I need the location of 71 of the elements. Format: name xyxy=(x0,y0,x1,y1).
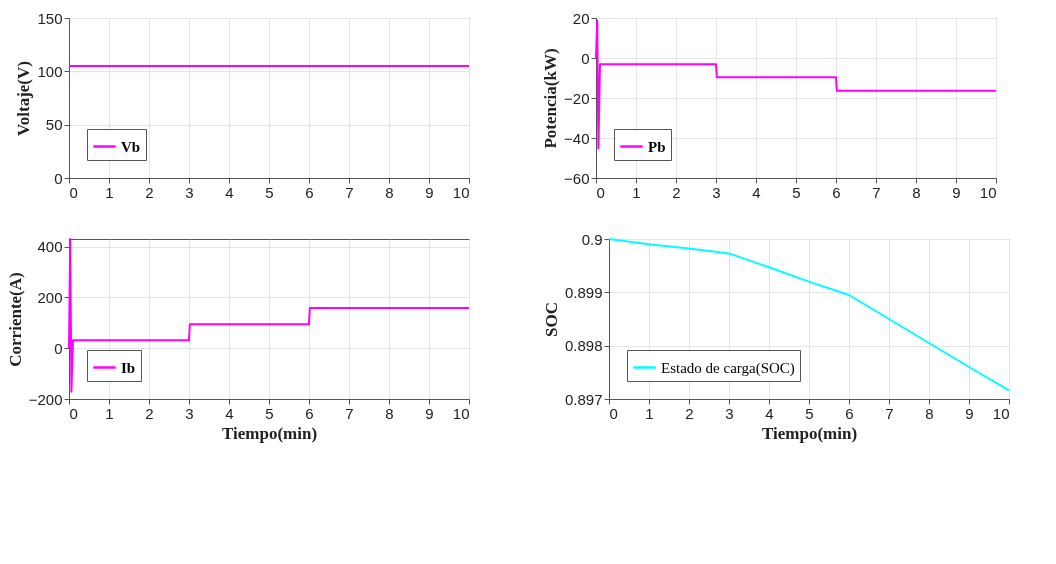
legend-label: Pb xyxy=(648,138,666,155)
x-tick-label: 3 xyxy=(712,183,721,201)
x-tick-label: 9 xyxy=(425,404,434,422)
x-tick-label: 9 xyxy=(425,183,434,201)
x-tick-label: 2 xyxy=(672,183,681,201)
y-tick-label: 0.899 xyxy=(564,283,603,301)
y-axis-title: Corriente(A) xyxy=(5,272,25,367)
x-tick-label: 1 xyxy=(632,183,641,201)
y-axis-title: Potencia(kW) xyxy=(541,48,561,149)
y-tick-label: 0.897 xyxy=(564,390,603,408)
x-tick-label: 10 xyxy=(979,183,997,201)
x-tick-label: 4 xyxy=(752,183,761,201)
x-tick-label: 5 xyxy=(792,183,801,201)
x-tick-label: 6 xyxy=(845,404,854,422)
y-tick-label: −40 xyxy=(564,129,590,147)
x-tick-label: 7 xyxy=(872,183,881,201)
x-tick-label: 8 xyxy=(925,404,934,422)
line-series xyxy=(68,238,470,393)
x-tick-label: 5 xyxy=(805,404,814,422)
y-tick-label: 100 xyxy=(37,62,63,80)
x-tick-label: 3 xyxy=(725,404,734,422)
x-tick-label: 9 xyxy=(952,183,961,201)
y-tick-label: 0 xyxy=(581,49,590,67)
x-tick-label: 3 xyxy=(185,404,194,422)
x-axis-title: Tiempo(min) xyxy=(761,423,858,443)
y-tick-label: 20 xyxy=(572,9,590,27)
x-tick-label: 0 xyxy=(69,404,78,422)
x-tick-label: 1 xyxy=(645,404,654,422)
y-tick-label: 50 xyxy=(45,116,63,134)
legend-label: Estado de carga(SOC) xyxy=(661,359,795,377)
x-tick-label: 8 xyxy=(912,183,921,201)
x-tick-label: 3 xyxy=(185,183,194,201)
x-tick-label: 4 xyxy=(225,404,234,422)
x-tick-label: 7 xyxy=(885,404,894,422)
x-tick-label: 4 xyxy=(225,183,234,201)
y-tick-label: 200 xyxy=(37,288,63,306)
y-tick-label: 0.9 xyxy=(581,230,603,248)
x-tick-label: 4 xyxy=(765,404,774,422)
legend-label: Vb xyxy=(121,138,141,155)
x-tick-label: 10 xyxy=(452,183,470,201)
y-tick-label: −200 xyxy=(28,390,63,408)
x-tick-label: 9 xyxy=(965,404,974,422)
x-tick-label: 6 xyxy=(305,404,314,422)
x-tick-label: 7 xyxy=(345,183,354,201)
y-tick-label: 400 xyxy=(37,238,63,256)
x-tick-label: 0 xyxy=(69,183,78,201)
x-axis-title: Tiempo(min) xyxy=(221,423,318,443)
x-tick-label: 2 xyxy=(145,404,154,422)
y-tick-label: −60 xyxy=(564,169,590,187)
y-tick-label: 150 xyxy=(37,9,63,27)
x-tick-label: 5 xyxy=(265,404,274,422)
legend-label: Ib xyxy=(121,359,136,376)
x-tick-label: 6 xyxy=(305,183,314,201)
y-tick-label: −20 xyxy=(564,89,590,107)
x-tick-label: 1 xyxy=(105,183,114,201)
x-tick-label: 1 xyxy=(105,404,114,422)
x-tick-label: 5 xyxy=(265,183,274,201)
x-tick-label: 2 xyxy=(145,183,154,201)
x-tick-label: 8 xyxy=(385,404,394,422)
x-tick-label: 7 xyxy=(345,404,354,422)
y-tick-label: 0 xyxy=(54,339,63,357)
x-tick-label: 6 xyxy=(832,183,841,201)
y-tick-label: 0.898 xyxy=(564,337,603,355)
x-tick-label: 0 xyxy=(609,404,618,422)
y-axis-title: SOC xyxy=(541,302,561,337)
y-axis-title: Voltaje(V) xyxy=(14,61,34,136)
x-tick-label: 8 xyxy=(385,183,394,201)
x-tick-label: 2 xyxy=(685,404,694,422)
x-tick-label: 10 xyxy=(992,404,1010,422)
x-tick-label: 10 xyxy=(452,404,470,422)
y-tick-label: 0 xyxy=(54,169,63,187)
